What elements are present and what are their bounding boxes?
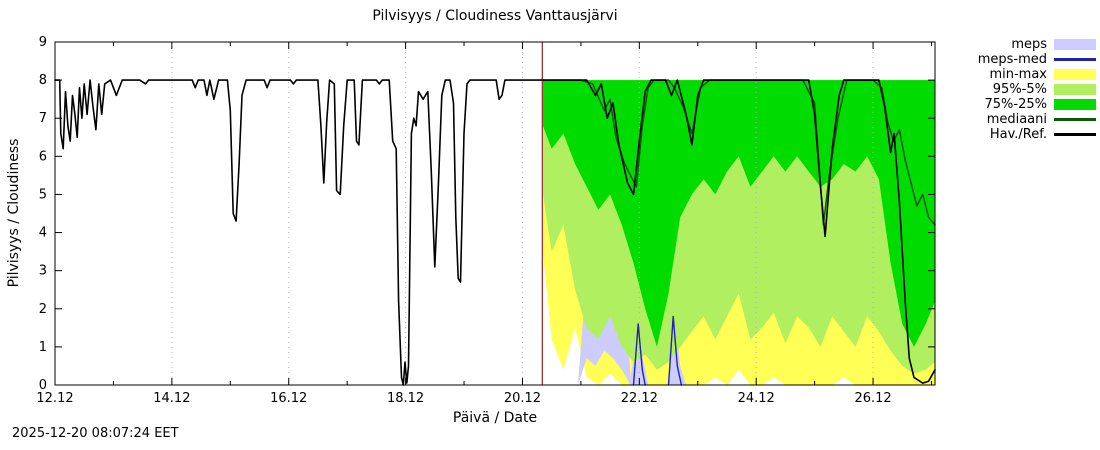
y-tick-label: 9 [39, 35, 47, 50]
legend-item-meps-med: meps-med [978, 52, 1096, 67]
legend-swatch-line [1054, 133, 1096, 136]
y-tick-label: 8 [39, 73, 47, 88]
legend-item-meps: meps [978, 37, 1096, 52]
legend-swatch-box [1054, 69, 1096, 80]
legend-label: 75%-25% [984, 97, 1047, 112]
legend-item-75-25: 75%-25% [978, 97, 1096, 112]
legend-label: 95%-5% [992, 82, 1047, 97]
x-tick-label: 24.12 [738, 391, 775, 406]
x-axis-label: Päivä / Date [452, 410, 538, 426]
y-tick-label: 7 [39, 111, 47, 126]
legend-swatch-line [1054, 58, 1096, 61]
x-tick-label: 12.12 [36, 391, 73, 406]
legend-item-min-max: min-max [978, 67, 1096, 82]
legend-item-mediaani: mediaani [978, 112, 1096, 127]
legend-swatch-box [1054, 99, 1096, 110]
y-tick-label: 5 [39, 187, 47, 202]
x-tick-label: 26.12 [854, 391, 891, 406]
legend-label: min-max [989, 67, 1047, 82]
generated-timestamp: 2025-12-20 08:07:24 EET [12, 426, 179, 441]
legend-label: Hav./Ref. [989, 127, 1047, 142]
legend-swatch-box [1054, 39, 1096, 50]
y-tick-label: 2 [39, 302, 47, 317]
x-tick-label: 18.12 [387, 391, 424, 406]
line-hav-ref [54, 79, 936, 386]
x-tick-label: 20.12 [504, 391, 541, 406]
y-tick-label: 4 [39, 226, 47, 241]
y-axis-label: Pilvisyys / Cloudiness [6, 138, 22, 288]
legend-label: meps-med [977, 52, 1047, 67]
line-meps-med [632, 315, 683, 386]
legend-label: meps [1011, 37, 1047, 52]
axis-ticks: 12.12 14.12 16.12 18.12 20.12 22.12 24.12 26.12… [36, 35, 935, 406]
legend-item-hav-ref: Hav./Ref. [978, 127, 1096, 142]
legend-swatch-line [1054, 118, 1096, 121]
legend: meps meps-med min-max 95%-5% 75%-25% mediaani… [978, 37, 1096, 142]
y-tick-label: 3 [39, 264, 47, 279]
legend-swatch-box [1054, 84, 1096, 95]
x-tick-label: 14.12 [153, 391, 190, 406]
y-tick-label: 0 [39, 378, 47, 393]
legend-item-95-5: 95%-5% [978, 82, 1096, 97]
y-tick-label: 6 [39, 149, 47, 164]
plot-border [54, 41, 936, 386]
x-tick-label: 22.12 [621, 391, 658, 406]
chart-title: Pilvisyys / Cloudiness Vanttausjärvi [372, 8, 618, 24]
gridlines [171, 42, 874, 385]
series-lines [54, 79, 936, 386]
legend-label: mediaani [986, 112, 1047, 127]
y-tick-label: 1 [39, 340, 47, 355]
forecast-bands [542, 80, 935, 385]
x-tick-label: 16.12 [270, 391, 307, 406]
